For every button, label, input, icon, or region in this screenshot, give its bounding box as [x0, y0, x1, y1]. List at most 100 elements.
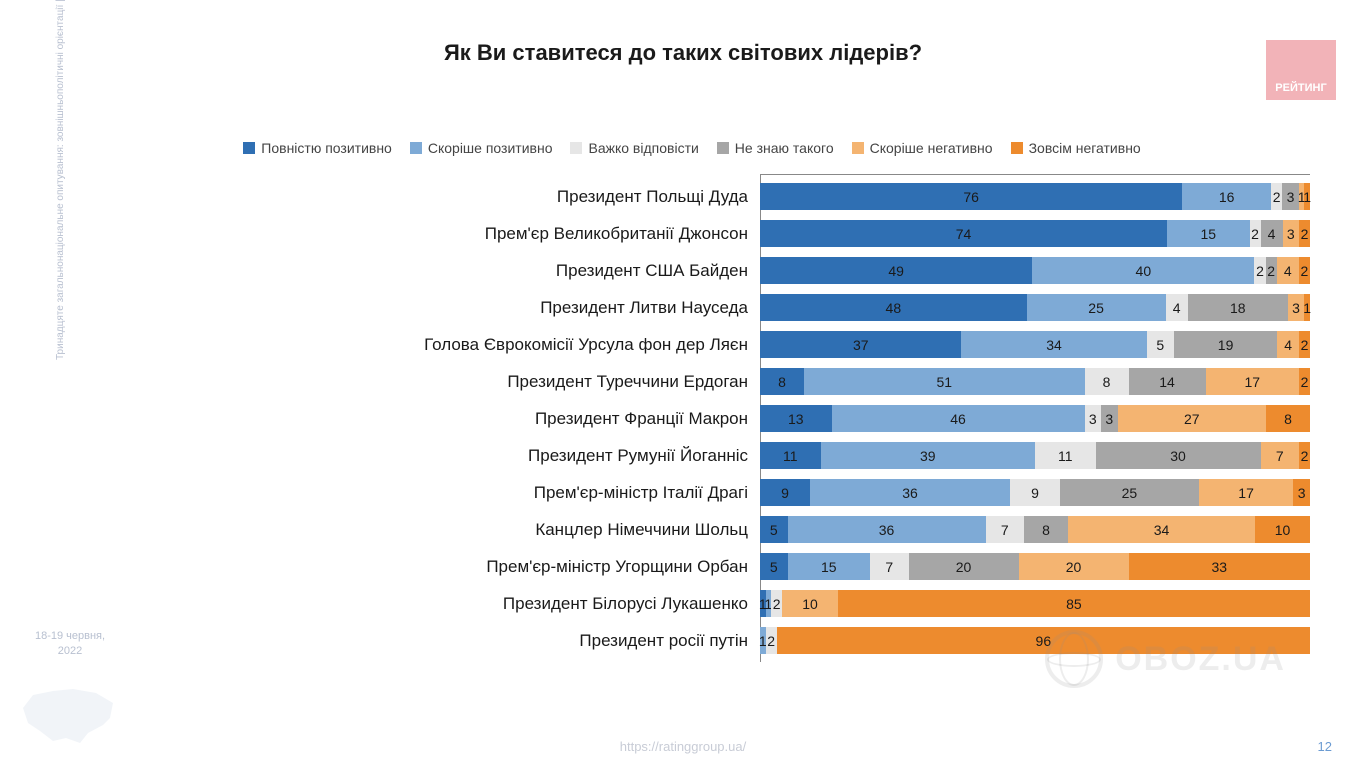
bar-segment: 10 [1255, 516, 1310, 543]
legend-swatch [243, 142, 255, 154]
watermark: OBOZ.UA [1045, 630, 1286, 688]
bar: 76162311 [760, 183, 1310, 210]
bar-row: Президент Польщі Дуда76162311 [150, 180, 1310, 213]
bar: 936925173 [760, 479, 1310, 506]
bar-label: Президент Румунії Йоганніс [150, 446, 760, 466]
bar-row: Президент Румунії Йоганніс1139113072 [150, 439, 1310, 472]
bar-segment: 2 [1299, 442, 1310, 469]
bar-row: Президент Литви Науседа482541831 [150, 291, 1310, 324]
bar-segment: 17 [1206, 368, 1300, 395]
bar: 851814172 [760, 368, 1310, 395]
bar-segment: 34 [1068, 516, 1255, 543]
legend-swatch [410, 142, 422, 154]
date-line-2: 2022 [58, 645, 82, 657]
bar: 482541831 [760, 294, 1310, 321]
bar-segment: 74 [760, 220, 1167, 247]
bar-row: Прем'єр Великобританії Джонсон74152432 [150, 217, 1310, 250]
logo-text: РЕЙТИНГ [1275, 82, 1326, 94]
bar-segment: 25 [1027, 294, 1166, 321]
bar-segment: 3 [1282, 183, 1299, 210]
bar-label: Президент Литви Науседа [150, 298, 760, 318]
bar-segment: 40 [1032, 257, 1254, 284]
bar: 373451942 [760, 331, 1310, 358]
bar-segment: 19 [1174, 331, 1277, 358]
bar-segment: 9 [1010, 479, 1060, 506]
bar-label: Президент США Байден [150, 261, 760, 281]
bar-segment: 2 [1299, 257, 1310, 284]
bar-segment: 39 [821, 442, 1036, 469]
bar-segment: 11 [760, 442, 821, 469]
bar-segment: 3 [1283, 220, 1300, 247]
globe-icon [1045, 630, 1103, 688]
bar-segment: 2 [1266, 257, 1277, 284]
bar-segment: 4 [1277, 331, 1299, 358]
chart-legend: Повністю позитивно Скоріше позитивно Важко… [0, 140, 1366, 156]
bar-segment: 5 [760, 553, 788, 580]
bar-segment: 1 [1304, 183, 1310, 210]
bar-segment: 27 [1118, 405, 1267, 432]
bar-label: Президент росії путін [150, 631, 760, 651]
legend-label: Важко відповісти [588, 140, 698, 156]
bar-segment: 20 [1019, 553, 1129, 580]
bar-row: Голова Єврокомісії Урсула фон дер Ляєн37… [150, 328, 1310, 361]
bar-segment: 3 [1101, 405, 1118, 432]
bar-row: Канцлер Німеччини Шольц536783410 [150, 513, 1310, 546]
bar-segment: 4 [1166, 294, 1188, 321]
bar-segment: 18 [1188, 294, 1288, 321]
legend-label: Скоріше позитивно [428, 140, 553, 156]
bar-row: Президент Франції Макрон134633278 [150, 402, 1310, 435]
date-line-1: 18-19 червня, [35, 630, 105, 642]
bar-segment: 5 [1147, 331, 1174, 358]
bar-segment: 11 [1035, 442, 1096, 469]
bar-segment: 2 [1250, 220, 1261, 247]
bar-segment: 3 [1288, 294, 1305, 321]
bar-segment: 8 [1266, 405, 1310, 432]
bar-segment: 13 [760, 405, 832, 432]
bar-segment: 33 [1129, 553, 1311, 580]
bar-label: Прем'єр Великобританії Джонсон [150, 224, 760, 244]
bar-segment: 7 [1261, 442, 1300, 469]
bar-segment: 8 [1024, 516, 1068, 543]
bar-segment: 9 [760, 479, 810, 506]
bar-segment: 3 [1293, 479, 1310, 506]
page-number: 12 [1318, 739, 1332, 754]
legend-label: Повністю позитивно [261, 140, 392, 156]
legend-label: Зовсім негативно [1029, 140, 1141, 156]
bar-segment: 3 [1085, 405, 1102, 432]
bar-segment: 2 [1271, 183, 1282, 210]
stacked-bar-chart: Президент Польщі Дуда76162311Прем'єр Вел… [150, 180, 1310, 661]
bar-segment: 16 [1182, 183, 1271, 210]
bar-segment: 20 [909, 553, 1019, 580]
bar-segment: 76 [760, 183, 1182, 210]
bar-segment: 8 [760, 368, 804, 395]
bar-segment: 7 [870, 553, 909, 580]
bar-segment: 46 [832, 405, 1085, 432]
chart-title: Як Ви ставитеся до таких світових лідері… [0, 40, 1366, 66]
legend-label: Не знаю такого [735, 140, 834, 156]
bar-label: Канцлер Німеччини Шольц [150, 520, 760, 540]
bar-segment: 15 [1167, 220, 1250, 247]
bar: 74152432 [760, 220, 1310, 247]
bar-label: Президент Франції Макрон [150, 409, 760, 429]
bar-label: Президент Білорусі Лукашенко [150, 594, 760, 614]
bar-segment: 49 [760, 257, 1032, 284]
bar-segment: 2 [1299, 368, 1310, 395]
bar-row: Прем'єр-міністр Італії Драгі936925173 [150, 476, 1310, 509]
bar-segment: 2 [1299, 220, 1310, 247]
bar-segment: 4 [1261, 220, 1283, 247]
bar-segment: 25 [1060, 479, 1199, 506]
legend-swatch [717, 142, 729, 154]
sidebar-date: 18-19 червня, 2022 [20, 629, 120, 658]
left-sidebar: Тринадцяте загальнонаціональне опитуванн… [0, 0, 131, 768]
bar-segment: 48 [760, 294, 1027, 321]
bar-label: Президент Туреччини Ердоган [150, 372, 760, 392]
bar: 1121085 [760, 590, 1310, 617]
bar-label: Президент Польщі Дуда [150, 187, 760, 207]
bar-segment: 2 [771, 590, 782, 617]
bar-label: Голова Єврокомісії Урсула фон дер Ляєн [150, 335, 760, 355]
bar-row: Президент Туреччини Ердоган851814172 [150, 365, 1310, 398]
bar-label: Прем'єр-міністр Італії Драгі [150, 483, 760, 503]
legend-swatch [852, 142, 864, 154]
bar-segment: 8 [1085, 368, 1129, 395]
rating-logo: РЕЙТИНГ [1266, 40, 1336, 100]
